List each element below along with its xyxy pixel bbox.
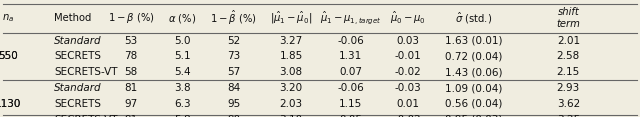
Text: 58: 58 [125,67,138,77]
Text: -0.06: -0.06 [337,83,364,93]
Text: 3.62: 3.62 [557,99,580,109]
Text: 5.8: 5.8 [174,115,191,117]
Text: 2.03: 2.03 [280,99,303,109]
Text: 0.05: 0.05 [339,115,362,117]
Text: 3.10: 3.10 [280,115,303,117]
Text: $1-\hat{\beta}$ (%): $1-\hat{\beta}$ (%) [211,9,257,27]
Text: Standard: Standard [54,83,102,93]
Text: 84: 84 [227,83,240,93]
Text: 53: 53 [125,36,138,46]
Text: 3.25: 3.25 [557,115,580,117]
Text: 1130: 1130 [0,99,21,109]
Text: $|\hat{\mu}_1-\hat{\mu}_0|$: $|\hat{\mu}_1-\hat{\mu}_0|$ [270,10,312,26]
Text: $\alpha$ (%): $\alpha$ (%) [168,12,196,25]
Text: -0.02: -0.02 [395,115,422,117]
Text: 550: 550 [0,51,17,61]
Text: 0.01: 0.01 [397,99,420,109]
Text: SECRETS-VT: SECRETS-VT [54,67,118,77]
Text: shift
term: shift term [556,7,580,29]
Text: 0.03: 0.03 [397,36,420,46]
Text: 1.09 (0.04): 1.09 (0.04) [445,83,502,93]
Text: 5.0: 5.0 [174,36,191,46]
Text: 1.63 (0.01): 1.63 (0.01) [445,36,502,46]
Text: 73: 73 [227,51,240,61]
Text: 1.31: 1.31 [339,51,362,61]
Text: $1-\beta$ (%): $1-\beta$ (%) [108,11,154,25]
Text: 57: 57 [227,67,240,77]
Text: 97: 97 [125,99,138,109]
Text: -0.01: -0.01 [395,51,422,61]
Text: 0.95 (0.03): 0.95 (0.03) [445,115,502,117]
Text: 91: 91 [125,115,138,117]
Text: 2.15: 2.15 [557,67,580,77]
Text: 52: 52 [227,36,240,46]
Text: 0.07: 0.07 [339,67,362,77]
Text: -0.06: -0.06 [337,36,364,46]
Text: SECRETS: SECRETS [54,99,101,109]
Text: 3.8: 3.8 [174,83,191,93]
Text: 78: 78 [125,51,138,61]
Text: 1130: 1130 [0,99,21,109]
Text: 5.1: 5.1 [174,51,191,61]
Text: 6.3: 6.3 [174,99,191,109]
Text: 2.01: 2.01 [557,36,580,46]
Text: $\hat{\sigma}$ (std.): $\hat{\sigma}$ (std.) [455,11,492,26]
Text: 2.93: 2.93 [557,83,580,93]
Text: SECRETS-VT: SECRETS-VT [54,115,118,117]
Text: $n_a$: $n_a$ [1,12,14,24]
Text: Method: Method [54,13,92,23]
Text: 1.15: 1.15 [339,99,362,109]
Text: 95: 95 [227,99,240,109]
Text: Standard: Standard [54,36,102,46]
Text: 3.08: 3.08 [280,67,303,77]
Text: 0.56 (0.04): 0.56 (0.04) [445,99,502,109]
Text: 2.58: 2.58 [557,51,580,61]
Text: 550: 550 [0,51,17,61]
Text: 90: 90 [227,115,240,117]
Text: 81: 81 [125,83,138,93]
Text: 3.20: 3.20 [280,83,303,93]
Text: -0.02: -0.02 [395,67,422,77]
Text: 1.85: 1.85 [280,51,303,61]
Text: 5.4: 5.4 [174,67,191,77]
Text: $\hat{\mu}_1-\mu_{1,target}$: $\hat{\mu}_1-\mu_{1,target}$ [320,10,381,26]
Text: -0.03: -0.03 [395,83,422,93]
Text: 1.43 (0.06): 1.43 (0.06) [445,67,502,77]
Text: 0.72 (0.04): 0.72 (0.04) [445,51,502,61]
Text: 3.27: 3.27 [280,36,303,46]
Text: SECRETS: SECRETS [54,51,101,61]
Text: $\hat{\mu}_0-\mu_0$: $\hat{\mu}_0-\mu_0$ [390,10,426,26]
